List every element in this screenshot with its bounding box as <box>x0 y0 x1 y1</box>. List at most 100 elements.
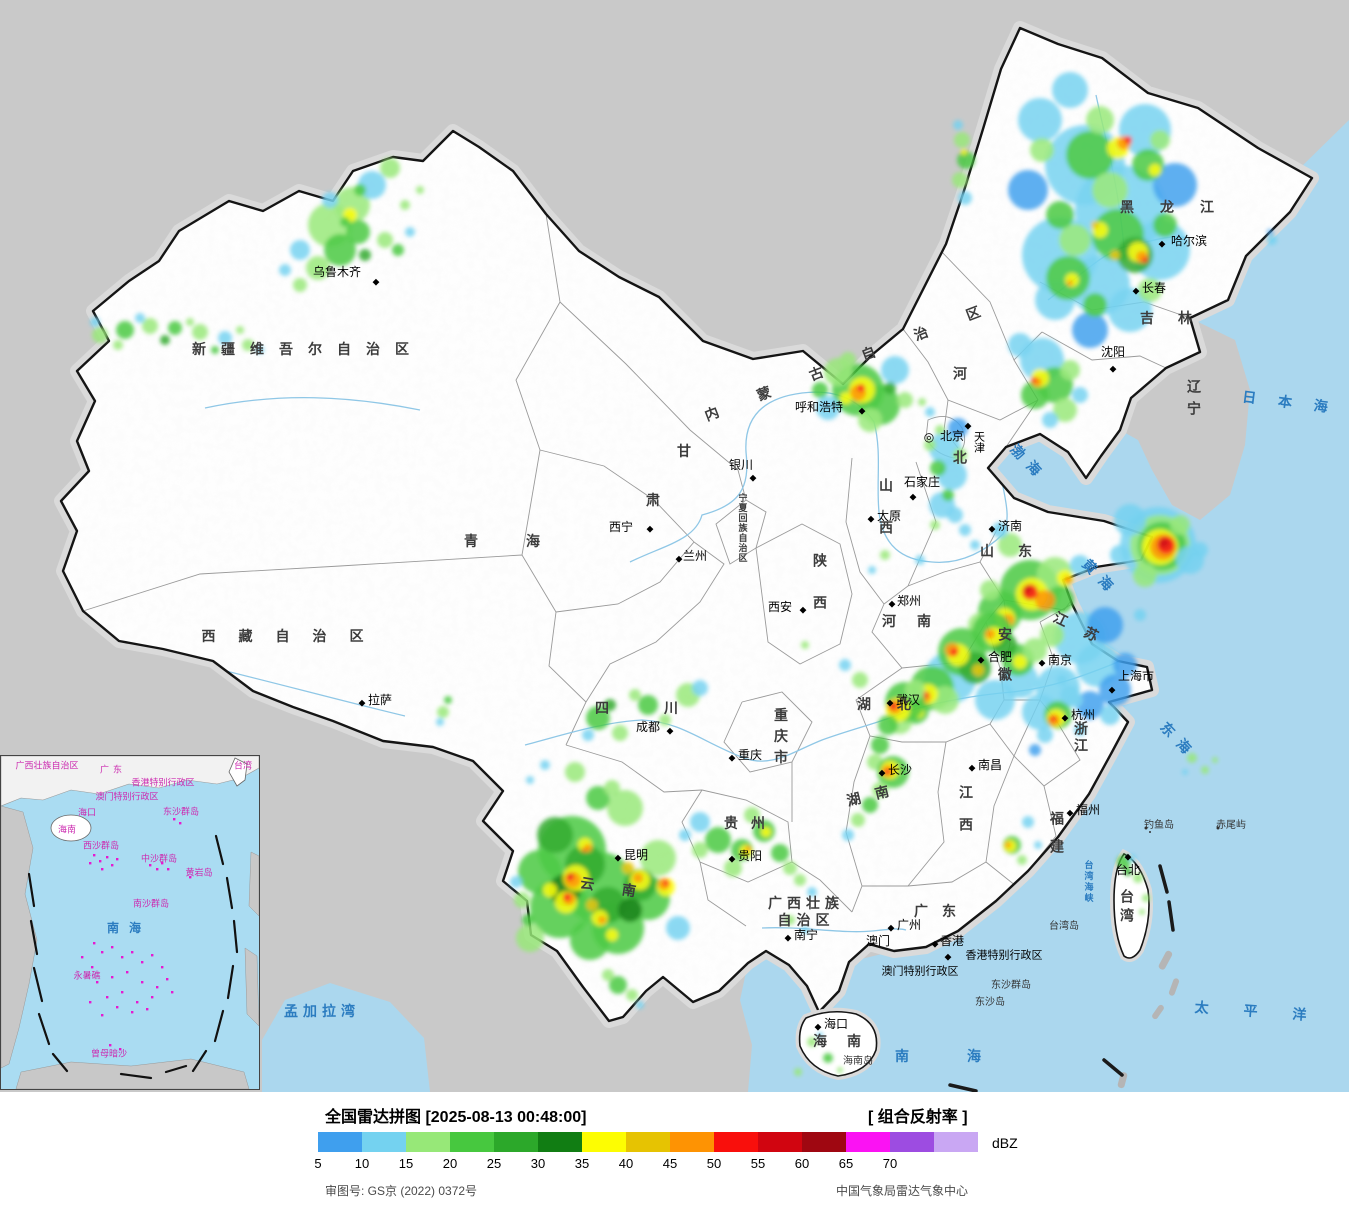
agency-credit: 中国气象局雷达气象中心 <box>836 1184 969 1198</box>
radar-echo <box>1056 674 1068 686</box>
radar-echo <box>638 695 658 715</box>
radar-echo <box>598 916 606 924</box>
taiwan-island <box>1109 848 1153 962</box>
inset-island-dot <box>111 976 114 979</box>
legend-tick: 5 <box>314 1156 322 1171</box>
radar-echo <box>1005 842 1011 848</box>
legend-tick: 40 <box>618 1156 634 1171</box>
radar-echo <box>612 725 628 741</box>
nine-dash-line-segments <box>948 864 1175 1092</box>
radar-echo <box>340 217 350 227</box>
radar-echo <box>569 873 573 877</box>
legend-tick: 45 <box>662 1156 678 1171</box>
radar-echo <box>842 829 854 841</box>
radar-echo <box>972 664 984 676</box>
inset-island-dot <box>101 868 104 871</box>
radar-echo <box>570 920 610 960</box>
radar-echo <box>633 873 643 883</box>
radar-echo <box>1067 280 1073 286</box>
radar-echo <box>1083 293 1107 317</box>
radar-echo <box>930 460 946 476</box>
legend-swatch <box>626 1132 670 1152</box>
inset-island-dot <box>167 868 170 871</box>
inset-island-dot <box>156 986 159 989</box>
radar-echo <box>640 840 676 876</box>
inset-island-dot <box>151 996 154 999</box>
radar-echo <box>918 398 926 406</box>
radar-echo <box>783 861 797 875</box>
inset-island-dot <box>161 862 164 865</box>
radar-echo <box>1114 504 1146 536</box>
ryukyu-islands <box>1117 950 1180 1089</box>
radar-echo <box>1132 149 1164 181</box>
radar-echo <box>872 782 888 798</box>
radar-echo <box>586 706 610 730</box>
legend-swatch <box>362 1132 406 1152</box>
radar-echo <box>1092 172 1128 208</box>
radar-echo <box>953 448 967 462</box>
radar-echo <box>958 191 972 205</box>
radar-echo <box>679 829 691 841</box>
radar-echo <box>526 776 534 784</box>
inset-island-dot <box>106 996 109 999</box>
radar-echo <box>437 706 449 718</box>
radar-echo <box>537 817 573 853</box>
bay-of-bengal <box>262 983 430 1092</box>
radar-echo <box>1013 655 1027 669</box>
radar-echo <box>761 827 771 837</box>
radar-echo <box>1153 213 1177 237</box>
radar-echo <box>839 659 851 671</box>
radar-echo <box>952 172 968 188</box>
radar-echo <box>242 339 254 351</box>
inset-nine-dash-line <box>27 834 239 1080</box>
radar-echo <box>1037 727 1053 743</box>
radar-echo <box>724 859 742 877</box>
radar-echo <box>954 132 970 148</box>
radar-echo <box>924 439 936 451</box>
radar-echo <box>293 278 307 292</box>
radar-echo <box>1035 590 1055 610</box>
inset-island-dot <box>101 1014 104 1017</box>
radar-echo <box>359 249 371 261</box>
inset-label: 香港特别行政区 <box>131 777 195 788</box>
inset-island-dot <box>101 951 104 954</box>
radar-echo <box>1187 753 1197 763</box>
radar-echo <box>1099 674 1131 706</box>
inset-island-dot <box>99 860 102 863</box>
radar-echo <box>785 915 795 925</box>
radar-echo <box>957 151 975 169</box>
inset-island-dot <box>126 971 129 974</box>
radar-echo <box>142 318 158 334</box>
inset-label: 中沙群岛 <box>140 853 178 864</box>
radar-echo <box>377 232 393 248</box>
radar-echo <box>1159 538 1169 548</box>
radar-echo <box>565 762 585 782</box>
radar-echo <box>236 326 244 334</box>
radar-echo <box>256 346 264 354</box>
radar-echo <box>851 813 865 827</box>
china-map-svg <box>0 0 1349 1092</box>
radar-echo <box>929 432 961 464</box>
radar-echo <box>405 227 415 237</box>
radar-echo <box>881 356 909 384</box>
radar-echo <box>1031 377 1037 383</box>
radar-echo <box>1267 235 1277 245</box>
radar-echo <box>1091 221 1099 229</box>
radar-echo <box>626 989 638 1001</box>
radar-echo <box>354 184 366 196</box>
inset-island-dot <box>121 956 124 959</box>
radar-echo <box>116 321 134 339</box>
legend-tick: 15 <box>398 1156 414 1171</box>
radar-echo <box>884 382 896 394</box>
radar-echo <box>522 914 534 926</box>
radar-echo <box>884 769 890 775</box>
legend-swatch <box>758 1132 802 1152</box>
radar-echo <box>935 425 945 435</box>
radar-echo <box>817 1032 823 1038</box>
radar-echo <box>807 1037 817 1047</box>
radar-echo <box>1086 106 1114 134</box>
radar-echo <box>925 407 935 417</box>
radar-echo <box>1133 563 1157 587</box>
radar-echo <box>1142 894 1150 902</box>
